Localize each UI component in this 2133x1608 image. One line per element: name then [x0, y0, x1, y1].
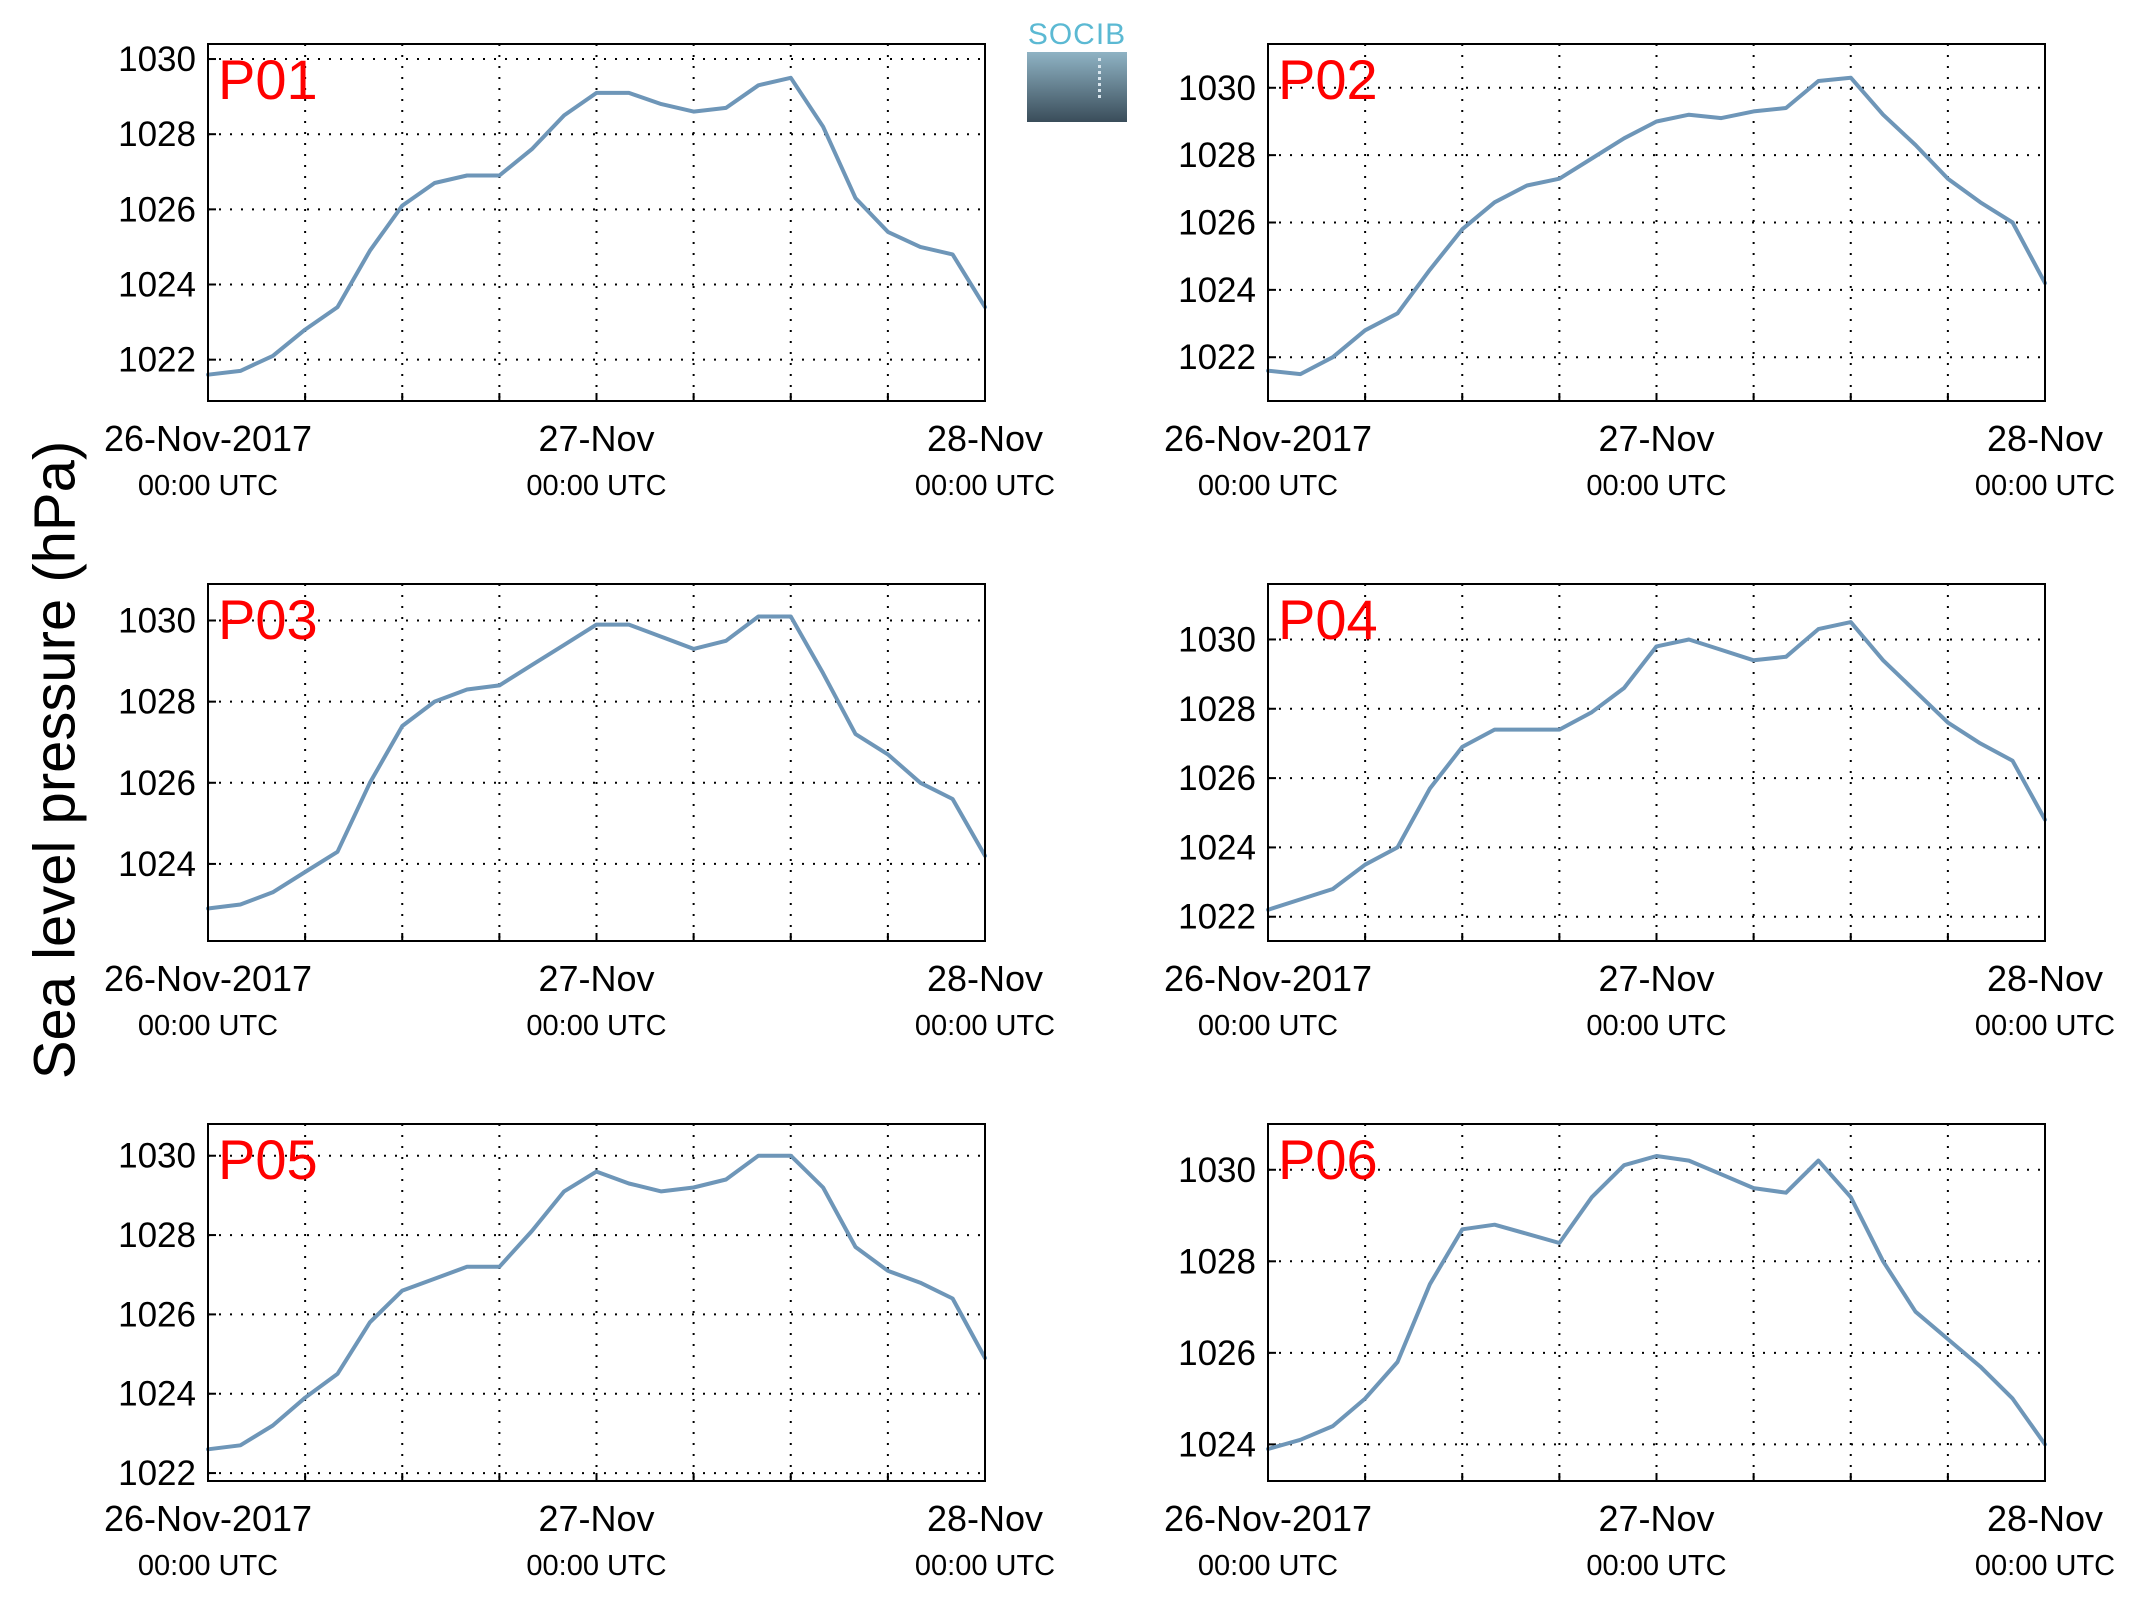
- series-line: [206, 75, 987, 377]
- x-tick-label: 26-Nov-2017: [104, 418, 312, 459]
- y-tick-label: 1030: [118, 1137, 196, 1176]
- x-tick-sublabel: 00:00 UTC: [915, 1010, 1055, 1042]
- y-tick-label: 1026: [118, 190, 196, 229]
- y-tick-label: 1030: [1178, 1151, 1256, 1190]
- panel-label: P05: [218, 1128, 318, 1191]
- panel-label: P04: [1278, 588, 1378, 651]
- x-tick-label: 26-Nov-2017: [104, 958, 312, 999]
- x-tick-sublabel: 00:00 UTC: [1198, 1010, 1338, 1042]
- chart-panel-6: 1024 1026 1028 1030 P06 26-Nov-2017 00:00 UTC 2…: [1164, 1123, 2115, 1582]
- y-tick-label: 1026: [118, 1295, 196, 1334]
- y-tick-label: 1028: [1178, 136, 1256, 175]
- y-tick-label: 1022: [118, 341, 196, 380]
- panel-label: P03: [218, 588, 318, 651]
- y-tick-label: 1024: [1178, 271, 1256, 310]
- x-tick-sublabel: 00:00 UTC: [138, 470, 278, 502]
- y-tick-label: 1024: [1178, 828, 1256, 867]
- x-tick-sublabel: 00:00 UTC: [915, 470, 1055, 502]
- panel-label: P01: [218, 48, 318, 111]
- y-tick-label: 1028: [1178, 690, 1256, 729]
- x-tick-sublabel: 00:00 UTC: [526, 1550, 666, 1582]
- axes-box: [207, 583, 986, 942]
- y-tick-label: 1022: [118, 1454, 196, 1493]
- x-tick-sublabel: 00:00 UTC: [526, 470, 666, 502]
- panel-label: P02: [1278, 48, 1378, 111]
- series-line: [1266, 620, 2047, 912]
- x-tick-sublabel: 00:00 UTC: [138, 1550, 278, 1582]
- y-tick-label: 1026: [1178, 759, 1256, 798]
- logo-dots: [1098, 58, 1101, 98]
- y-tick-label: 1024: [118, 266, 196, 305]
- chart-panel-2: 1022 1024 1026 1028 1030 P02 26-Nov-2017 00:00 …: [1164, 43, 2115, 502]
- y-axis-label: Sea level pressure (hPa): [22, 440, 88, 1080]
- logo-block: [1027, 52, 1127, 122]
- x-tick-sublabel: 00:00 UTC: [1586, 470, 1726, 502]
- y-tick-label: 1026: [1178, 1334, 1256, 1373]
- y-tick-label: 1030: [1178, 69, 1256, 108]
- x-tick-label: 28-Nov: [927, 1498, 1043, 1539]
- axes-box: [1267, 1123, 2046, 1482]
- series-line: [206, 614, 987, 911]
- y-tick-label: 1028: [1178, 1242, 1256, 1281]
- chart-panel-4: 1022 1024 1026 1028 1030 P04 26-Nov-2017 00:00 …: [1164, 583, 2115, 1042]
- x-tick-sublabel: 00:00 UTC: [1975, 1550, 2115, 1582]
- x-tick-label: 26-Nov-2017: [1164, 1498, 1372, 1539]
- x-tick-label: 26-Nov-2017: [1164, 958, 1372, 999]
- y-tick-label: 1024: [118, 845, 196, 884]
- x-tick-label: 28-Nov: [927, 418, 1043, 459]
- series-line: [1266, 75, 2047, 377]
- x-tick-sublabel: 00:00 UTC: [1198, 470, 1338, 502]
- x-tick-label: 27-Nov: [1598, 958, 1714, 999]
- x-tick-sublabel: 00:00 UTC: [1198, 1550, 1338, 1582]
- axes-box: [207, 43, 986, 402]
- series-line: [206, 1153, 987, 1452]
- x-tick-sublabel: 00:00 UTC: [1975, 1010, 2115, 1042]
- y-tick-label: 1024: [118, 1375, 196, 1414]
- x-tick-label: 28-Nov: [1987, 418, 2103, 459]
- y-tick-label: 1030: [1178, 620, 1256, 659]
- series-line: [1266, 1154, 2047, 1451]
- logo-text: SOCIB: [1027, 18, 1127, 51]
- x-tick-label: 28-Nov: [1987, 1498, 2103, 1539]
- y-tick-label: 1024: [1178, 1425, 1256, 1464]
- chart-panel-1: 1022 1024 1026 1028 1030 P01 26-Nov-2017 00:00 …: [104, 40, 1055, 502]
- chart-panel-5: 1022 1024 1026 1028 1030 P05 26-Nov-2017 00:00 …: [104, 1123, 1055, 1582]
- y-tick-label: 1028: [118, 1216, 196, 1255]
- y-tick-label: 1022: [1178, 898, 1256, 937]
- x-tick-sublabel: 00:00 UTC: [1586, 1010, 1726, 1042]
- y-tick-label: 1028: [118, 683, 196, 722]
- axes-box: [1267, 43, 2046, 402]
- x-tick-label: 27-Nov: [538, 418, 654, 459]
- socib-logo: SOCIB: [1027, 18, 1127, 122]
- x-tick-label: 27-Nov: [1598, 418, 1714, 459]
- x-tick-label: 27-Nov: [538, 958, 654, 999]
- chart-panel-3: 1024 1026 1028 1030 P03 26-Nov-2017 00:00 UTC 2…: [104, 583, 1055, 1042]
- x-tick-sublabel: 00:00 UTC: [138, 1010, 278, 1042]
- x-tick-label: 27-Nov: [538, 1498, 654, 1539]
- x-tick-sublabel: 00:00 UTC: [1586, 1550, 1726, 1582]
- x-tick-sublabel: 00:00 UTC: [1975, 470, 2115, 502]
- y-tick-label: 1028: [118, 115, 196, 154]
- x-tick-label: 27-Nov: [1598, 1498, 1714, 1539]
- axes-box: [207, 1123, 986, 1482]
- y-tick-label: 1022: [1178, 338, 1256, 377]
- y-tick-label: 1026: [1178, 204, 1256, 243]
- y-tick-label: 1030: [118, 40, 196, 79]
- axes-box: [1267, 583, 2046, 942]
- y-tick-label: 1030: [118, 602, 196, 641]
- x-tick-sublabel: 00:00 UTC: [915, 1550, 1055, 1582]
- x-tick-sublabel: 00:00 UTC: [526, 1010, 666, 1042]
- y-tick-label: 1026: [118, 764, 196, 803]
- panel-label: P06: [1278, 1128, 1378, 1191]
- x-tick-label: 28-Nov: [1987, 958, 2103, 999]
- x-tick-label: 26-Nov-2017: [1164, 418, 1372, 459]
- x-tick-label: 26-Nov-2017: [104, 1498, 312, 1539]
- x-tick-label: 28-Nov: [927, 958, 1043, 999]
